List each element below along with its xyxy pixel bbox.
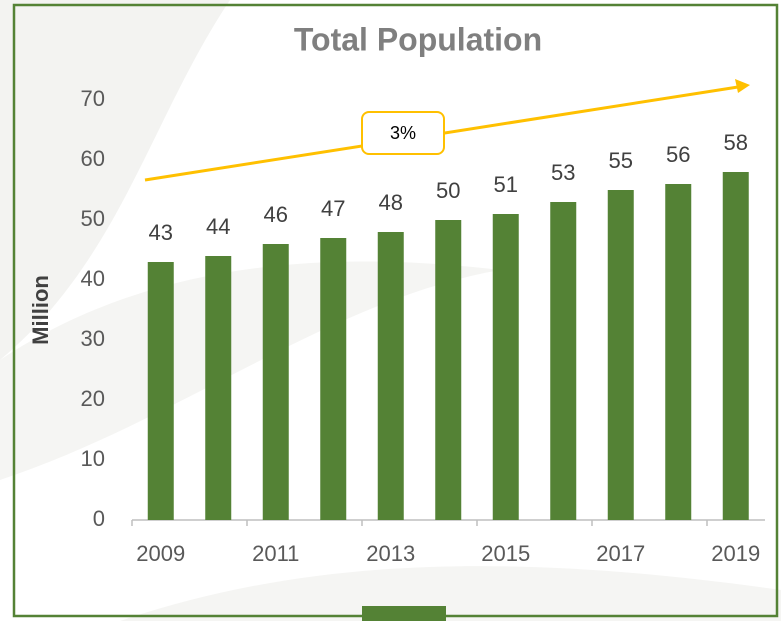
- value-label: 58: [724, 130, 748, 155]
- bar: [147, 262, 174, 520]
- value-label: 46: [264, 202, 288, 227]
- bar: [377, 232, 404, 520]
- bg-shape: [0, 261, 500, 480]
- x-tick-label: 2009: [136, 541, 185, 566]
- y-tick-label: 70: [81, 86, 105, 111]
- y-tick-label: 0: [93, 506, 105, 531]
- y-tick-label: 20: [81, 386, 105, 411]
- legend-swatch: [362, 606, 446, 621]
- bar: [262, 244, 289, 520]
- y-tick-label: 30: [81, 326, 105, 351]
- arrow-head: [735, 79, 750, 93]
- bar: [492, 214, 519, 520]
- value-label: 47: [321, 196, 345, 221]
- annotation: 3%: [390, 123, 416, 143]
- x-tick-label: 2011: [252, 541, 299, 566]
- y-tick-label: 50: [81, 206, 105, 231]
- x-tick-label: 2019: [711, 541, 760, 566]
- bar: [665, 184, 692, 520]
- y-tick-label: 40: [81, 266, 105, 291]
- value-label: 53: [551, 160, 575, 185]
- chart-title: Total Population: [294, 21, 542, 57]
- value-label: 43: [149, 220, 173, 245]
- y-tick-label: 10: [81, 446, 105, 471]
- bg-shape: [0, 0, 230, 360]
- value-label: 51: [494, 172, 518, 197]
- value-label: 48: [379, 190, 403, 215]
- value-label: 56: [666, 142, 690, 167]
- bar: [205, 256, 232, 520]
- bar: [607, 190, 634, 520]
- y-tick-label: 60: [81, 146, 105, 171]
- bar: [320, 238, 347, 520]
- bg-shape: [120, 566, 781, 621]
- bar: [722, 172, 749, 520]
- y-axis-label: Million: [28, 275, 53, 345]
- value-label: 44: [206, 214, 230, 239]
- value-label: 50: [436, 178, 460, 203]
- value-label: 55: [609, 148, 633, 173]
- x-tick-label: 2015: [481, 541, 530, 566]
- bar: [435, 220, 462, 520]
- x-tick-label: 2013: [366, 541, 415, 566]
- x-tick-label: 2017: [596, 541, 645, 566]
- annotation-box: [361, 111, 445, 155]
- bar: [550, 202, 577, 520]
